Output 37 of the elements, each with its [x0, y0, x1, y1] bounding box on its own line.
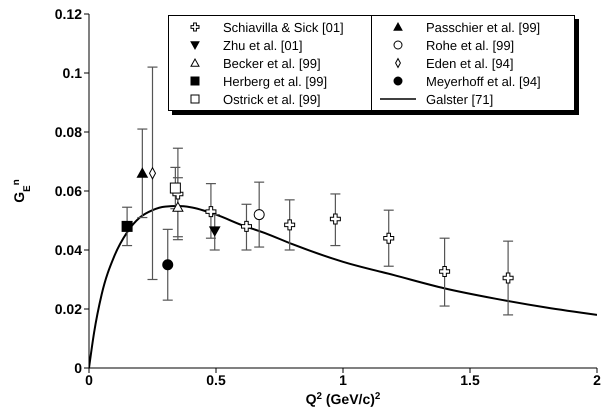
point [122, 220, 133, 232]
point [162, 259, 174, 270]
y-tick-label: 0.08 [54, 124, 82, 140]
point [170, 182, 181, 194]
point [172, 202, 184, 212]
legend-label: Meyerhoff et al. [94] [426, 74, 541, 88]
y-tick-label: 0.12 [54, 6, 82, 22]
point [209, 226, 220, 236]
legend-label: Zhu et al. [01] [223, 38, 302, 52]
x-tick-label: 2 [593, 372, 601, 388]
legend-label: Herberg et al. [99] [223, 74, 328, 88]
y-tick-label: 0.1 [62, 64, 82, 81]
point [383, 232, 394, 244]
point [254, 209, 265, 220]
point [136, 168, 148, 178]
point [240, 220, 252, 232]
legend-label: Ostrick et al. [99] [223, 92, 321, 106]
legend-label: Becker et al. [99] [223, 56, 321, 70]
x-axis-title: Q$^{2}$ (GeV/c)$^{2}$ [306, 390, 381, 407]
legend-label: Schiavilla & Sick [01] [223, 20, 344, 34]
legend-label: Galster [71] [426, 92, 494, 106]
x-tick-label: 0.5 [206, 372, 226, 388]
point [205, 206, 216, 218]
point [284, 219, 296, 230]
y-tick-label: 0.04 [54, 242, 82, 258]
point [330, 214, 341, 225]
x-tick-label: 0 [85, 372, 94, 388]
y-tick-label: 0.06 [54, 182, 82, 199]
legend-label: Passchier et al. [99] [426, 20, 540, 34]
legend-label: Rohe et al. [99] [426, 38, 514, 52]
point [502, 272, 514, 284]
x-tick-label: 1.5 [460, 372, 480, 388]
x-tick-label: 1 [339, 372, 348, 388]
y-tick-label: 0.02 [54, 300, 82, 317]
point [439, 266, 450, 278]
y-tick-label: 0 [74, 360, 82, 376]
legend-label: Eden et al. [94] [426, 56, 514, 70]
